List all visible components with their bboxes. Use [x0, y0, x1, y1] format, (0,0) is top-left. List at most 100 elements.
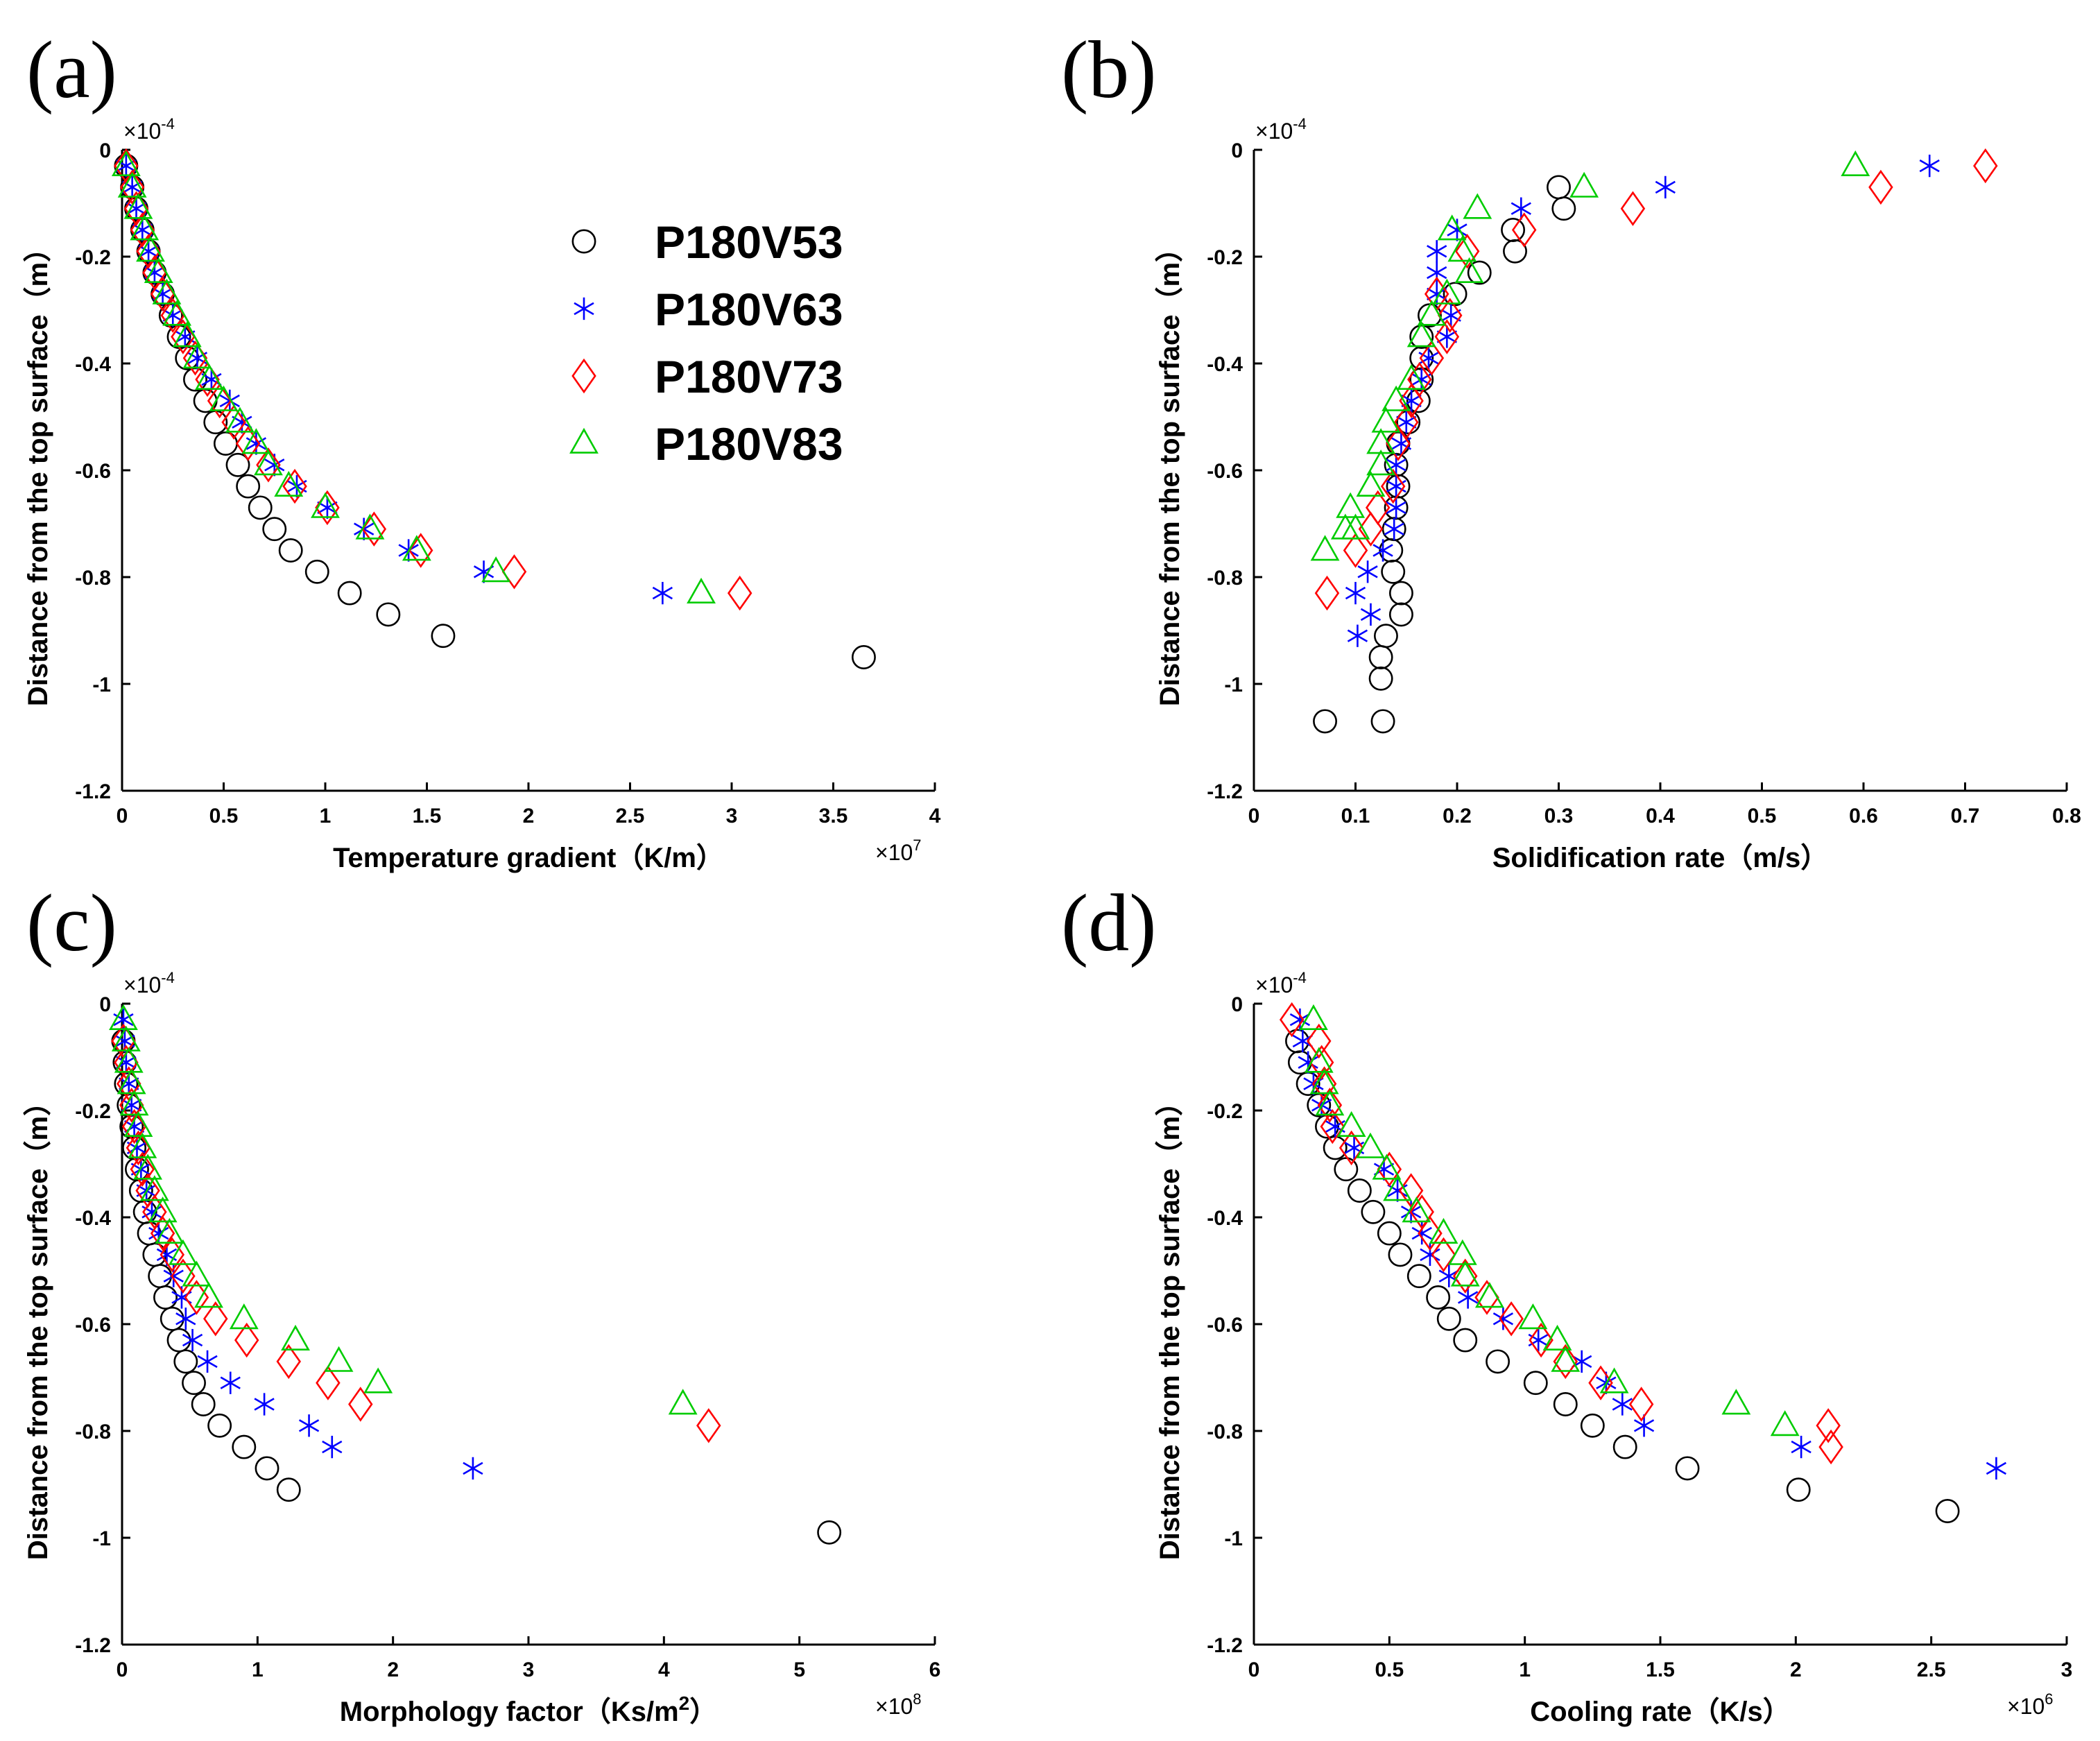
panel-a-y-tick-label: -0.2 — [75, 246, 111, 269]
panel-d-point-p180v83 — [1721, 1389, 1751, 1415]
panel-c-point-p180v83 — [182, 1260, 212, 1287]
panel-b-y-axis-label: Distance from the top surface（m） — [1155, 234, 1185, 706]
panel-c-point-p180v83 — [281, 1324, 310, 1350]
panel-b-point-p180v83 — [1841, 150, 1870, 176]
panel-c-point-p180v83 — [324, 1346, 354, 1372]
panel-d-y-tick-label: -0.8 — [1207, 1421, 1243, 1443]
panel-c-point-p180v63 — [463, 1457, 483, 1480]
panel-a-point-p180v73 — [221, 404, 246, 440]
panel-d-point-p180v63 — [1289, 1008, 1311, 1031]
panel-c-point-p180v73 — [171, 1258, 196, 1294]
panel-d-x-tick-label: 3 — [2061, 1658, 2073, 1681]
panel-c-x-tick-label: 3 — [523, 1658, 535, 1681]
panel-d-series-p180v83 — [1299, 1004, 1800, 1436]
panel-d-point-p180v63 — [1612, 1393, 1633, 1416]
panel-b-point-p180v73 — [1399, 383, 1424, 419]
panel-b-x-tick-label: 0.5 — [1748, 805, 1777, 827]
panel-c-point-p180v83 — [155, 1217, 184, 1244]
panel-b-x-tick-label: 0 — [1248, 805, 1260, 827]
panel-c-point-p180v73 — [348, 1387, 373, 1422]
panel-b: (b) 0 0.1 0.2 0.3 0.4 0.5 0.6 0.7 0.8 0 -0.2 -0.4 -0.… — [1061, 24, 2081, 873]
legend-marker-p180v83 — [569, 427, 599, 454]
panel-a-y-axis-label: Distance from the top surface（m） — [23, 234, 53, 706]
panel-b-point-p180v73 — [1973, 148, 1998, 184]
panel-c-x-tick-label: 6 — [929, 1658, 941, 1681]
panel-c-point-p180v53 — [207, 1413, 232, 1438]
panel-a-point-p180v83 — [209, 385, 239, 411]
panel-a-point-p180v73 — [150, 276, 175, 312]
panel-a-point-p180v83 — [144, 257, 173, 284]
panel-a-x-tick-label: 2 — [523, 805, 535, 827]
panel-d-point-p180v73 — [1339, 1130, 1364, 1166]
panel-b-point-p180v53 — [1503, 239, 1527, 264]
panel-b-x-tick-label: 0.3 — [1544, 805, 1574, 827]
panel-b-point-p180v63 — [1436, 325, 1457, 348]
panel-d-x-tick-label: 0.5 — [1375, 1658, 1404, 1681]
panel-b-point-p180v73 — [1434, 319, 1460, 354]
panel-d-x-axis-label: Cooling rate（K/s） — [1530, 1697, 1791, 1727]
legend-entry-p180v63: P180V63 — [655, 284, 843, 335]
panel-c-point-p180v83 — [229, 1303, 259, 1330]
panel-c-point-p180v63 — [322, 1435, 343, 1459]
panel-d-point-p180v73 — [1816, 1408, 1841, 1443]
panel-b-point-p180v83 — [1310, 535, 1340, 561]
panel-a-point-p180v73 — [256, 447, 281, 483]
panel-c-y-exponent: ×10-4 — [123, 969, 175, 997]
panel-c-y-tick-label: -1 — [92, 1527, 111, 1550]
panel-c-point-p180v63 — [182, 1328, 203, 1352]
panel-b-point-p180v63 — [1357, 560, 1378, 583]
panel-a-point-p180v83 — [274, 470, 304, 497]
panel-a-point-p180v73 — [207, 383, 232, 419]
panel-c-point-p180v83 — [117, 1068, 146, 1095]
panel-a-x-tick-label: 1 — [320, 805, 332, 827]
panel-c-point-p180v83 — [109, 1004, 138, 1030]
panel-a-point-p180v53 — [278, 538, 303, 563]
panel-d-y-tick-label: -0.4 — [1207, 1207, 1243, 1230]
panel-c-point-p180v73 — [160, 1237, 185, 1273]
panel-b-point-p180v83 — [1382, 385, 1411, 411]
panel-d-point-p180v73 — [1279, 1002, 1305, 1038]
panel-d-point-p180v73 — [1320, 1108, 1345, 1144]
panel-d-point-p180v83 — [1402, 1197, 1431, 1223]
panel-b-point-p180v53 — [1551, 196, 1576, 221]
panel-d-x-tick-label: 2 — [1790, 1658, 1802, 1681]
panel-d-y-tick-label: -1.2 — [1207, 1634, 1243, 1657]
panel-c-point-p180v73 — [121, 1108, 147, 1144]
panel-a-point-p180v73 — [171, 319, 196, 354]
panel-b-point-p180v63 — [1372, 539, 1393, 562]
panel-d-point-p180v53 — [1347, 1178, 1372, 1203]
panel-a-point-p180v83 — [152, 278, 182, 305]
panel-d-point-p180v73 — [1499, 1301, 1524, 1337]
panel-d-point-p180v53 — [1406, 1264, 1431, 1289]
panel-d-point-p180v83 — [1304, 1047, 1334, 1073]
panel-b-point-p180v53 — [1467, 260, 1492, 285]
panel-c-label: (c) — [26, 877, 117, 968]
panel-d-point-p180v83 — [1372, 1153, 1402, 1180]
panel-b-point-p180v63 — [1427, 261, 1447, 284]
panel-d-point-p180v83 — [1315, 1090, 1345, 1116]
panel-c-point-p180v53 — [182, 1371, 206, 1396]
panel-c-point-p180v53 — [160, 1306, 184, 1331]
panel-c-point-p180v83 — [168, 1239, 198, 1265]
panel-d-series-p180v53 — [1285, 1029, 1960, 1523]
panel-a-point-p180v83 — [402, 535, 431, 561]
panel-a-point-p180v63 — [201, 368, 222, 391]
legend-entry-p180v53: P180V53 — [655, 216, 843, 268]
panel-a-y-tick-label: -0.8 — [75, 567, 111, 590]
panel-b-point-p180v53 — [1370, 709, 1395, 734]
panel-c-x-tick-label: 1 — [252, 1658, 264, 1681]
panel-b-point-p180v83 — [1336, 492, 1366, 518]
panel-d-point-p180v63 — [1343, 1136, 1365, 1160]
panel-d-point-p180v63 — [1420, 1243, 1440, 1267]
panel-c-point-p180v83 — [363, 1367, 393, 1393]
legend-entry-p180v73: P180V73 — [655, 351, 843, 402]
panel-b-point-p180v73 — [1868, 169, 1893, 205]
panel-b-series-p180v53 — [1313, 175, 1576, 734]
panel-d-point-p180v83 — [1299, 1004, 1328, 1030]
panel-d-point-p180v83 — [1447, 1239, 1477, 1265]
panel-c-point-p180v73 — [696, 1408, 721, 1443]
panel-b-x-tick-label: 0.1 — [1341, 805, 1370, 827]
panel-d-point-p180v63 — [1633, 1414, 1655, 1437]
panel-d-point-p180v83 — [1309, 1068, 1339, 1095]
panel-c-point-p180v83 — [128, 1132, 157, 1158]
